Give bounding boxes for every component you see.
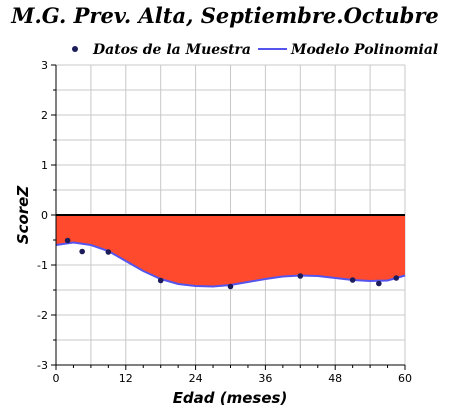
- chart-title: M.G. Prev. Alta, Septiembre.Octubre: [10, 3, 439, 28]
- y-tick-label: 3: [41, 59, 48, 72]
- x-tick-label: 12: [119, 372, 133, 385]
- sample-data-point: [64, 237, 71, 244]
- y-axis-label: ScoreZ: [14, 185, 32, 245]
- x-tick-label: 36: [258, 372, 272, 385]
- plot-area: 3 2 1 0 -1 -2 -3 0 12 24 36 48 60: [37, 59, 412, 385]
- legend-marker-sample: [72, 46, 78, 52]
- x-tick-label: 48: [328, 372, 342, 385]
- sample-data-point: [349, 277, 356, 283]
- x-tick-label: 24: [189, 372, 203, 385]
- sample-data-point: [227, 283, 234, 290]
- x-tick-label: 0: [53, 372, 60, 385]
- legend: Datos de la Muestra Modelo Polinomial: [72, 42, 438, 58]
- sample-data-point: [376, 280, 382, 287]
- x-tick-label: 60: [398, 372, 412, 385]
- legend-label-sample: Datos de la Muestra: [92, 42, 251, 58]
- y-tick-label: 1: [41, 159, 48, 172]
- legend-label-model: Modelo Polinomial: [290, 42, 438, 58]
- y-tick-label: -3: [37, 359, 48, 372]
- sample-data-point: [393, 275, 400, 281]
- y-tick-label: -2: [37, 309, 48, 322]
- sample-data-point: [157, 277, 164, 284]
- y-tick-label: -1: [37, 259, 48, 272]
- sample-data-point: [105, 249, 112, 255]
- y-tick-label: 2: [41, 109, 48, 122]
- y-tick-label: 0: [41, 209, 48, 222]
- sample-data-point: [297, 273, 304, 279]
- sample-data-point: [79, 248, 85, 255]
- x-axis-label: Edad (meses): [173, 389, 288, 407]
- deviation-fill-area: [56, 215, 405, 287]
